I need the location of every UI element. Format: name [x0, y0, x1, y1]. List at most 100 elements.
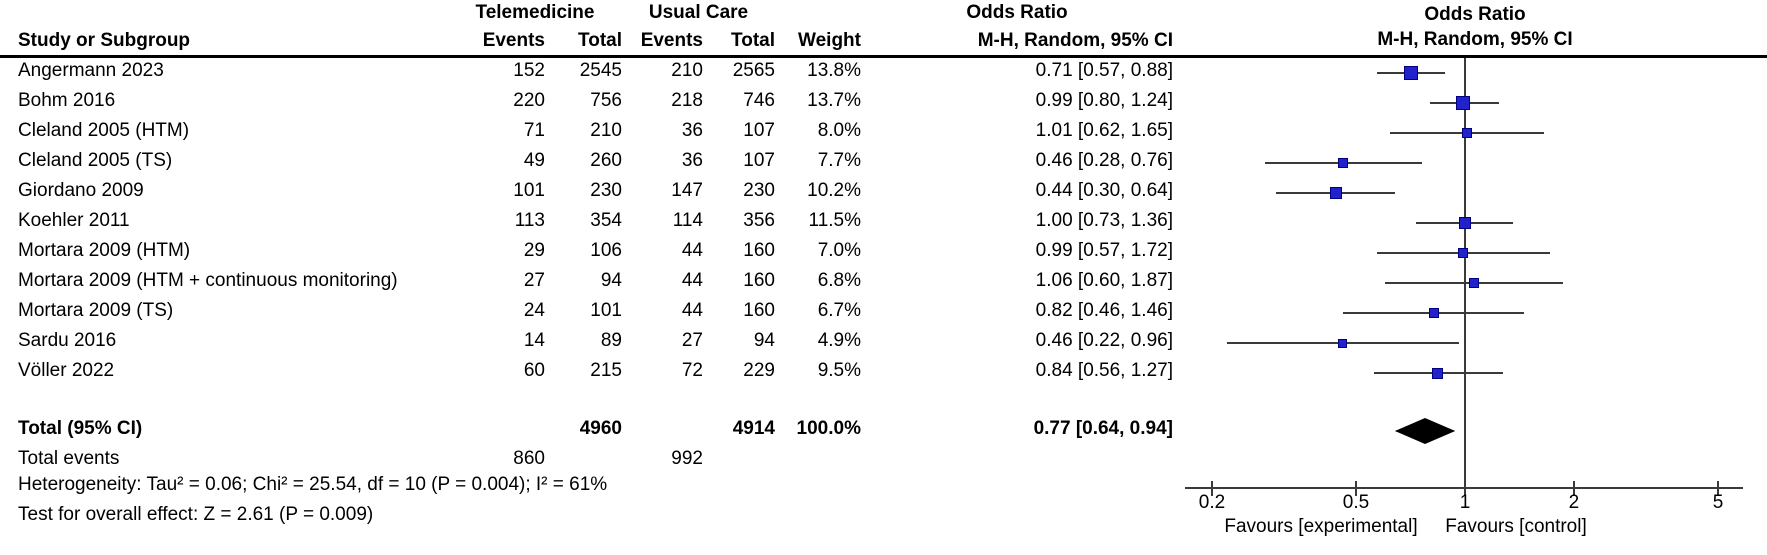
study-name-cell: Mortara 2009 (HTM) — [18, 240, 191, 261]
column-header-tele-total: Total — [578, 29, 622, 51]
uc-total-cell: 356 — [743, 210, 775, 231]
tele-events-cell: 152 — [513, 60, 545, 81]
tele-events-cell: 14 — [523, 330, 545, 351]
tele-total-cell: 106 — [590, 240, 622, 261]
study-rows: Angermann 2023 152 2545 210 2565 13.8% 0.71 [0… — [0, 56, 1767, 386]
table-row: Mortara 2009 (HTM) 29 106 44 160 7.0% 0.99 [0.… — [0, 236, 1767, 266]
uc-events-cell: 44 — [681, 270, 703, 291]
tele-events-cell: 220 — [513, 90, 545, 111]
study-name-cell: Sardu 2016 — [18, 330, 117, 351]
plot-header: Odds Ratio M-H, Random, 95% CI — [1183, 2, 1767, 52]
table-row: Völler 2022 60 215 72 229 9.5% 0.84 [0.56, 1.2… — [0, 356, 1767, 386]
or-ci-cell: 1.01 [0.62, 1.65] — [1035, 120, 1173, 141]
weight-cell: 13.7% — [807, 90, 861, 111]
column-header-uc-total: Total — [731, 29, 775, 51]
or-ci-cell: 0.71 [0.57, 0.88] — [1035, 60, 1173, 81]
overall-effect-text: Test for overall effect: Z = 2.61 (P = 0… — [18, 504, 374, 525]
uc-events-cell: 44 — [681, 300, 703, 321]
total-row: Total (95% CI) 4960 4914 100.0% 0.77 [0.… — [0, 414, 1767, 444]
uc-events-cell: 44 — [681, 240, 703, 261]
group-header-usual-care: Usual Care — [648, 2, 749, 23]
tele-events-cell: 71 — [523, 120, 545, 141]
axis-tick — [1210, 481, 1213, 496]
axis-tick — [1572, 481, 1575, 496]
uc-events-cell: 72 — [681, 360, 703, 381]
total-events-row: Total events 860 992 — [0, 444, 1767, 474]
column-header-or-method: M-H, Random, 95% CI — [977, 29, 1173, 51]
study-name-cell: Cleland 2005 (HTM) — [18, 120, 190, 141]
axis-tick-label: 5 — [1712, 492, 1724, 513]
total-or-ci: 0.77 [0.64, 0.94] — [1033, 418, 1173, 439]
tele-total-cell: 215 — [590, 360, 622, 381]
uc-events-cell: 36 — [681, 120, 703, 141]
uc-events-cell: 27 — [681, 330, 703, 351]
tele-total-cell: 210 — [590, 120, 622, 141]
axis-tick — [1717, 481, 1720, 496]
uc-events-cell: 210 — [671, 60, 703, 81]
uc-total-cell: 160 — [743, 270, 775, 291]
plot-panel: Favours [experimental] Favours [control]… — [1183, 58, 1767, 555]
uc-total-cell: 229 — [743, 360, 775, 381]
study-name-cell: Cleland 2005 (TS) — [18, 150, 173, 171]
effect-square — [1338, 338, 1348, 348]
null-effect-line — [1464, 58, 1466, 489]
tele-events-cell: 27 — [523, 270, 545, 291]
or-ci-cell: 0.99 [0.57, 1.72] — [1035, 240, 1173, 261]
weight-cell: 13.8% — [807, 60, 861, 81]
total-events-usual-care: 992 — [671, 448, 703, 469]
table-row: Cleland 2005 (TS) 49 260 36 107 7.7% 0.46 [0.2… — [0, 146, 1767, 176]
uc-events-cell: 218 — [671, 90, 703, 111]
or-ci-cell: 1.06 [0.60, 1.87] — [1035, 270, 1173, 291]
plot-header-method: M-H, Random, 95% CI — [1377, 29, 1573, 50]
effect-square — [1329, 187, 1342, 199]
tele-total-cell: 89 — [600, 330, 622, 351]
tele-events-cell: 24 — [523, 300, 545, 321]
study-name-cell: Koehler 2011 — [18, 210, 130, 231]
or-ci-cell: 0.46 [0.28, 0.76] — [1035, 150, 1173, 171]
effect-square — [1432, 367, 1444, 379]
axis-tick — [1355, 481, 1358, 496]
uc-total-cell: 2565 — [732, 60, 775, 81]
table-row: Mortara 2009 (TS) 24 101 44 160 6.7% 0.82 [0.4… — [0, 296, 1767, 326]
tele-total-cell: 756 — [590, 90, 622, 111]
column-header-uc-events: Events — [640, 29, 703, 51]
column-header-study: Study or Subgroup — [18, 29, 191, 51]
group-header-telemedicine: Telemedicine — [475, 2, 595, 23]
weight-cell: 10.2% — [807, 180, 861, 201]
tele-events-cell: 49 — [523, 150, 545, 171]
weight-cell: 8.0% — [817, 120, 861, 141]
uc-events-cell: 36 — [681, 150, 703, 171]
axis-tick — [1464, 481, 1466, 496]
tele-total-cell: 260 — [590, 150, 622, 171]
effect-square — [1469, 278, 1480, 288]
uc-total-cell: 94 — [753, 330, 775, 351]
weight-cell: 6.7% — [817, 300, 861, 321]
study-name-cell: Mortara 2009 (HTM + continuous monitorin… — [18, 270, 398, 291]
study-name-cell: Angermann 2023 — [18, 60, 164, 81]
table-row: Cleland 2005 (HTM) 71 210 36 107 8.0% 1.01 [0.… — [0, 116, 1767, 146]
plot-header-odds-ratio: Odds Ratio — [1424, 4, 1526, 25]
total-label: Total (95% CI) — [18, 418, 143, 439]
weight-cell: 6.8% — [817, 270, 861, 291]
or-ci-cell: 0.82 [0.46, 1.46] — [1035, 300, 1173, 321]
axis-tick-label: 2 — [1568, 492, 1580, 513]
axis-tick-label: 1 — [1459, 492, 1471, 513]
tele-events-cell: 60 — [523, 360, 545, 381]
effect-square — [1456, 96, 1471, 110]
table-row: Sardu 2016 14 89 27 94 4.9% 0.46 [0.22, 0.96] — [0, 326, 1767, 356]
weight-cell: 7.7% — [817, 150, 861, 171]
header-divider — [0, 55, 1767, 58]
weight-cell: 7.0% — [817, 240, 861, 261]
or-ci-cell: 0.99 [0.80, 1.24] — [1035, 90, 1173, 111]
column-header-weight: Weight — [798, 29, 861, 51]
tele-total-cell: 2545 — [579, 60, 622, 81]
overall-effect-row: Test for overall effect: Z = 2.61 (P = 0… — [0, 504, 1767, 534]
study-name-cell: Völler 2022 — [18, 360, 115, 381]
tele-events-cell: 101 — [513, 180, 545, 201]
axis-tick-label: 0.2 — [1198, 492, 1226, 513]
effect-square — [1428, 308, 1439, 318]
column-header-tele-events: Events — [482, 29, 545, 51]
effect-square — [1404, 66, 1419, 80]
study-name-cell: Bohm 2016 — [18, 90, 116, 111]
